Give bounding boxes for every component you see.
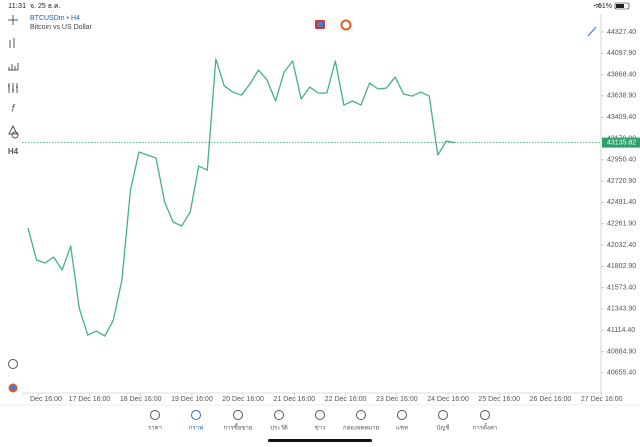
indicators-icon[interactable]	[8, 63, 19, 71]
draw-tool-icon[interactable]	[587, 26, 597, 37]
tab-label[interactable]: กล่องจดหมาย	[343, 425, 379, 432]
tab-icon[interactable]	[191, 410, 201, 420]
objects-icon[interactable]	[8, 124, 19, 139]
current-price-label: 43135.82	[607, 139, 636, 146]
tab-label[interactable]: บัญชี	[437, 424, 450, 432]
chart: 40655.40 40884.90 41114.40 41343.90 41573.40…	[22, 14, 640, 403]
x-tick-label: 19 Dec 16:00	[171, 396, 213, 403]
y-tick-label: 42950.40	[607, 157, 636, 164]
x-tick-label: 26 Dec 16:00	[530, 396, 572, 403]
tab-icon[interactable]	[315, 410, 325, 420]
tab-label[interactable]: ประวัติ	[270, 425, 288, 432]
x-tick-label: 23 Dec 16:00	[376, 396, 418, 403]
tab-label[interactable]: แชท	[396, 425, 408, 432]
y-tick-label: 41573.40	[607, 284, 636, 291]
x-tick-label: 21 Dec 16:00	[274, 396, 316, 403]
y-tick-label: 44327.40	[607, 29, 636, 36]
status-time: 11:31	[8, 1, 26, 10]
y-tick-label: 41343.90	[607, 306, 636, 313]
functions-icon[interactable]: f	[12, 104, 16, 115]
y-tick-label: 43409.40	[607, 114, 636, 121]
x-tick-label: 25 Dec 16:00	[478, 396, 520, 403]
status-date: จ. 25 ธ.ค.	[30, 3, 61, 10]
x-tick-label: 20 Dec 16:00	[222, 396, 264, 403]
y-tick-label: 44097.90	[607, 50, 636, 57]
search-icon[interactable]	[8, 359, 18, 369]
wifi-icon	[593, 4, 603, 8]
tab-icon[interactable]	[356, 410, 366, 420]
settings-icon[interactable]	[8, 83, 18, 93]
tab-bar: ราคา กราฟ การซื้อขาย ประวัติ ข่าว กล่องจดหมาย…	[148, 410, 497, 432]
tab-icon[interactable]	[150, 410, 160, 420]
tab-icon[interactable]	[438, 410, 448, 420]
x-tick-label: 22 Dec 16:00	[325, 396, 367, 403]
y-tick-label: 41114.40	[607, 327, 635, 334]
tab-icon[interactable]	[480, 410, 490, 420]
price-line	[27, 58, 455, 337]
battery-icon	[614, 2, 630, 10]
tab-icon[interactable]	[233, 410, 243, 420]
y-tick-label: 40655.40	[607, 370, 636, 377]
tab-icon[interactable]	[274, 410, 284, 420]
current-price-box	[602, 137, 640, 148]
x-tick-label: 27 Dec 16:00	[581, 396, 623, 403]
x-tick-label: 24 Dec 16:00	[427, 396, 469, 403]
y-tick-label: 42261.90	[607, 221, 636, 228]
symbol-name[interactable]: BTCUSDm • H4	[30, 15, 80, 22]
y-tick-label: 42491.40	[607, 199, 636, 206]
timeframe-button[interactable]: H4	[8, 147, 19, 156]
left-toolbar: f H4	[8, 15, 19, 393]
y-tick-label: 42032.40	[607, 242, 636, 249]
signal-icon[interactable]	[340, 19, 352, 31]
candles-icon[interactable]	[9, 38, 15, 48]
broker-icon-inner	[10, 386, 16, 390]
y-tick-label: 40884.90	[607, 348, 636, 355]
tab-label[interactable]: การซื้อขาย	[224, 422, 253, 432]
x-tick-label: 17 Dec 16:00	[69, 396, 111, 403]
y-tick-label: 41802.90	[607, 263, 636, 270]
home-indicator	[268, 439, 372, 442]
crosshair-icon[interactable]	[8, 15, 18, 25]
y-tick-label: 42720.90	[607, 178, 636, 185]
x-tick-label: Dec 16:00	[30, 396, 62, 403]
battery-fill	[616, 4, 624, 8]
tab-label[interactable]: การตั้งค่า	[473, 422, 497, 432]
symbol-description: Bitcoin vs US Dollar	[30, 24, 93, 31]
one-click-inner	[317, 22, 323, 27]
tab-icon[interactable]	[397, 410, 407, 420]
y-tick-label: 43868.40	[607, 71, 636, 78]
tab-label[interactable]: ราคา	[148, 425, 162, 432]
tab-label[interactable]: ข่าว	[315, 425, 326, 432]
y-tick-label: 43638.90	[607, 93, 636, 100]
x-tick-label: 18 Dec 16:00	[120, 396, 162, 403]
battery-level: 61%	[598, 3, 612, 10]
tab-label[interactable]: กราฟ	[189, 425, 203, 432]
